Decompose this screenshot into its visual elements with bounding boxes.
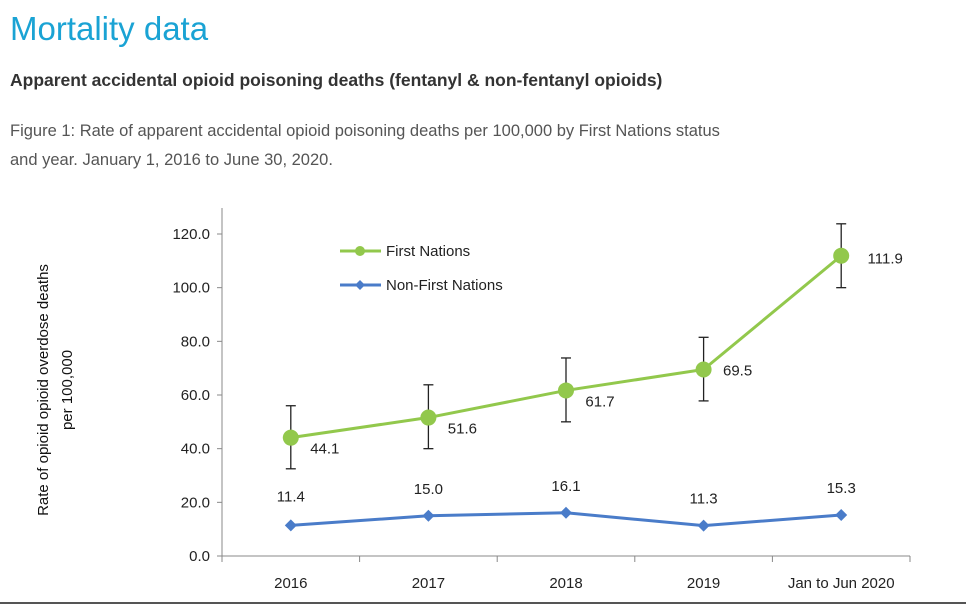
y-axis-title-line-1: Rate of opioid opioid overdose deaths bbox=[35, 264, 52, 516]
legend-label-2: Non-First Nations bbox=[386, 277, 503, 294]
data-point bbox=[833, 247, 850, 264]
data-point bbox=[282, 429, 299, 446]
data-label: 69.5 bbox=[723, 363, 752, 380]
page-title: Mortality data bbox=[10, 10, 209, 47]
legend-marker-circle bbox=[355, 246, 365, 256]
section-subtitle: Apparent accidental opioid poisoning dea… bbox=[10, 70, 663, 90]
x-tick-label: 2017 bbox=[412, 575, 445, 592]
y-tick-label: 0.0 bbox=[189, 548, 210, 565]
line-chart: Rate of opioid opioid overdose deaths pe… bbox=[35, 208, 911, 592]
x-tick-label: 2018 bbox=[549, 575, 582, 592]
series-2: 11.4 15.0 16.1 11.3 15.3 bbox=[277, 478, 856, 532]
legend-marker-diamond bbox=[355, 280, 365, 290]
data-point bbox=[558, 382, 574, 399]
data-label: 44.1 bbox=[310, 441, 339, 458]
y-tick-label: 120.0 bbox=[172, 226, 210, 243]
data-point bbox=[835, 508, 848, 521]
figure-caption-line-2: and year. January 1, 2016 to June 30, 20… bbox=[10, 151, 333, 169]
data-label: 111.9 bbox=[868, 251, 903, 268]
data-label: 61.7 bbox=[585, 393, 614, 410]
data-label: 51.6 bbox=[448, 421, 477, 438]
y-axis-title-line-2: per 100,000 bbox=[59, 350, 76, 430]
data-label: 15.0 bbox=[414, 481, 443, 498]
y-tick-label: 60.0 bbox=[181, 387, 210, 404]
bottom-divider bbox=[0, 602, 966, 604]
y-tick-label: 40.0 bbox=[181, 441, 210, 458]
data-label: 11.3 bbox=[690, 491, 718, 508]
data-point bbox=[284, 519, 297, 532]
data-point bbox=[422, 509, 435, 522]
y-axis-title: Rate of opioid opioid overdose deaths pe… bbox=[35, 264, 76, 516]
y-tick-label: 100.0 bbox=[172, 280, 210, 297]
data-point bbox=[697, 519, 710, 532]
y-tick-label: 20.0 bbox=[181, 494, 210, 511]
series-1: 44.1 51.6 61.7 69.5 111.9 bbox=[282, 223, 903, 470]
x-tick-label: 2016 bbox=[274, 575, 307, 592]
x-tick-label: Jan to Jun 2020 bbox=[788, 575, 895, 592]
figure-caption-line-1: Figure 1: Rate of apparent accidental op… bbox=[10, 122, 720, 140]
figure-caption: Figure 1: Rate of apparent accidental op… bbox=[10, 117, 910, 175]
data-point bbox=[560, 506, 572, 519]
data-label: 16.1 bbox=[551, 478, 580, 495]
data-label: 11.4 bbox=[277, 488, 305, 505]
legend-label-1: First Nations bbox=[386, 243, 470, 260]
data-point bbox=[695, 361, 712, 378]
data-point bbox=[420, 409, 437, 426]
y-tick-label: 80.0 bbox=[181, 333, 210, 350]
x-tick-label: 2019 bbox=[687, 575, 720, 592]
data-label: 15.3 bbox=[827, 480, 856, 497]
